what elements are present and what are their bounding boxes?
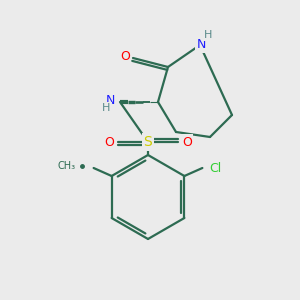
Text: O: O bbox=[120, 50, 130, 62]
Text: N: N bbox=[106, 94, 115, 107]
Text: S: S bbox=[144, 135, 152, 149]
Text: H: H bbox=[204, 30, 212, 40]
Text: Cl: Cl bbox=[209, 161, 221, 175]
Text: O: O bbox=[104, 136, 114, 148]
Text: N: N bbox=[196, 38, 206, 52]
Text: CH₃: CH₃ bbox=[58, 161, 76, 171]
Text: O: O bbox=[182, 136, 192, 148]
Text: H: H bbox=[102, 103, 110, 113]
